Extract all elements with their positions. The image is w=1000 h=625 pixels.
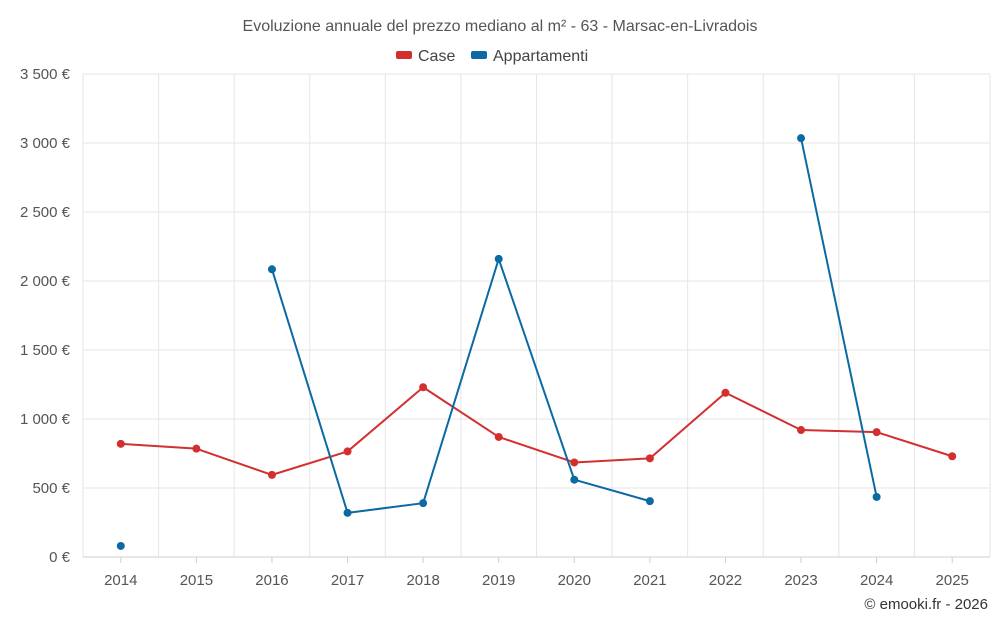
y-tick-label: 1 500 €: [20, 342, 71, 359]
data-point-case-2014[interactable]: [116, 439, 125, 448]
chart-title: Evoluzione annuale del prezzo mediano al…: [243, 18, 758, 35]
y-tick-label: 2 500 €: [20, 204, 71, 221]
x-tick-label: 2024: [860, 572, 893, 589]
legend-swatch-appartamenti: [471, 51, 487, 59]
data-point-case-2021[interactable]: [645, 454, 654, 463]
x-tick-label: 2018: [406, 572, 439, 589]
legend-item-appartamenti[interactable]: Appartamenti: [471, 48, 588, 65]
data-point-appartamenti-2024[interactable]: [872, 492, 881, 501]
series-line-case: [120, 386, 953, 476]
x-tick-label: 2022: [709, 572, 742, 589]
y-tick-label: 1 000 €: [20, 411, 71, 428]
data-point-case-2016[interactable]: [267, 470, 276, 479]
x-tick-label: 2017: [331, 572, 364, 589]
y-tick-label: 2 000 €: [20, 273, 71, 290]
credit-text: © emooki.fr - 2026: [864, 596, 988, 613]
legend-label-appartamenti: Appartamenti: [493, 48, 588, 65]
x-tick-label: 2019: [482, 572, 515, 589]
x-axis: 2014 2015 2016 2017 2018 2019 2020 2021 2022 2023…: [104, 557, 969, 589]
data-point-case-2015[interactable]: [192, 444, 201, 453]
y-tick-label: 500 €: [32, 480, 70, 497]
data-point-case-2019[interactable]: [494, 432, 503, 441]
plot-area: [116, 134, 957, 550]
data-point-appartamenti-2019[interactable]: [494, 254, 503, 263]
data-point-case-2022[interactable]: [721, 388, 730, 397]
y-tick-label: 0 €: [49, 549, 71, 566]
legend-label-case: Case: [418, 48, 455, 65]
data-point-appartamenti-2017[interactable]: [343, 508, 352, 517]
legend-swatch-case: [396, 51, 412, 59]
x-tick-label: 2020: [558, 572, 591, 589]
y-tick-label: 3 000 €: [20, 135, 71, 152]
data-point-case-2025[interactable]: [948, 452, 957, 461]
legend: Case Appartamenti: [396, 48, 588, 65]
x-tick-label: 2016: [255, 572, 288, 589]
data-point-appartamenti-2020[interactable]: [570, 475, 579, 484]
series-line-appartamenti: [800, 137, 878, 498]
data-point-case-2024[interactable]: [872, 428, 881, 437]
x-tick-label: 2015: [180, 572, 213, 589]
data-point-case-2020[interactable]: [570, 458, 579, 467]
data-point-appartamenti-2018[interactable]: [419, 499, 428, 508]
data-point-appartamenti-2023[interactable]: [797, 134, 806, 143]
data-point-appartamenti-2021[interactable]: [645, 497, 654, 506]
data-point-case-2018[interactable]: [419, 383, 428, 392]
grid: [82, 73, 991, 558]
data-point-appartamenti-2016[interactable]: [267, 265, 276, 274]
x-tick-label: 2025: [936, 572, 969, 589]
x-tick-label: 2021: [633, 572, 666, 589]
data-point-case-2017[interactable]: [343, 447, 352, 456]
series-line-appartamenti: [271, 257, 651, 514]
x-tick-label: 2014: [104, 572, 137, 589]
legend-item-case[interactable]: Case: [396, 48, 455, 65]
data-point-case-2023[interactable]: [797, 426, 806, 435]
y-tick-label: 3 500 €: [20, 66, 71, 83]
x-tick-label: 2023: [784, 572, 817, 589]
data-point-appartamenti-2014[interactable]: [116, 541, 125, 550]
y-axis: 0 € 500 € 1 000 € 1 500 € 2 000 € 2 500 € 3 00…: [20, 66, 71, 566]
